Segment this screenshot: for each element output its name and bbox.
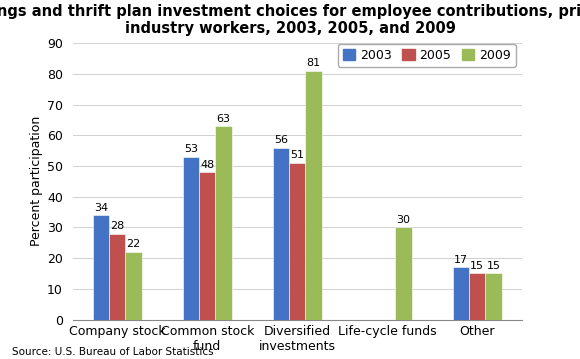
- Text: 22: 22: [126, 239, 140, 250]
- Bar: [469, 274, 485, 320]
- Text: 51: 51: [290, 150, 304, 160]
- Bar: [109, 233, 125, 320]
- Text: 34: 34: [94, 202, 108, 213]
- Text: 56: 56: [274, 135, 288, 145]
- Bar: [289, 163, 305, 320]
- Text: 17: 17: [454, 255, 468, 265]
- Text: Savings and thrift plan investment choices for employee contributions, private
i: Savings and thrift plan investment choic…: [0, 4, 580, 36]
- Bar: [453, 267, 469, 320]
- Bar: [305, 71, 321, 320]
- Text: 53: 53: [184, 144, 198, 154]
- Text: 15: 15: [487, 261, 501, 271]
- Text: 81: 81: [306, 58, 321, 68]
- Text: 30: 30: [397, 215, 411, 225]
- Bar: [396, 227, 412, 320]
- Bar: [125, 252, 142, 320]
- Text: 28: 28: [110, 221, 124, 231]
- Bar: [199, 172, 215, 320]
- Text: Source: U.S. Bureau of Labor Statistics: Source: U.S. Bureau of Labor Statistics: [12, 347, 213, 357]
- Bar: [273, 148, 289, 320]
- Bar: [215, 126, 231, 320]
- Bar: [183, 157, 199, 320]
- Legend: 2003, 2005, 2009: 2003, 2005, 2009: [338, 44, 516, 67]
- Y-axis label: Percent participation: Percent participation: [30, 116, 42, 246]
- Bar: [485, 274, 502, 320]
- Text: 63: 63: [216, 113, 230, 123]
- Text: 15: 15: [470, 261, 484, 271]
- Bar: [93, 215, 109, 320]
- Text: 48: 48: [200, 160, 215, 169]
